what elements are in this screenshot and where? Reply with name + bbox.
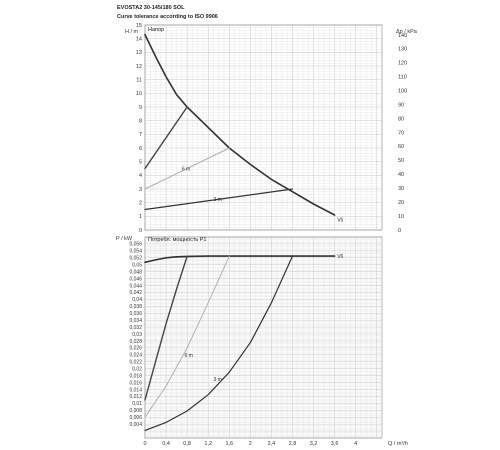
series-6m-line <box>144 147 230 190</box>
y-tick-label: 0,012 <box>129 394 142 400</box>
y2-tick-label: 90 <box>398 102 404 108</box>
y-tick-label: 0,042 <box>129 290 142 296</box>
y2-tick-label: 10 <box>398 214 404 220</box>
y-tick-label: 0,02 <box>132 366 142 372</box>
y-tick-label: 0,044 <box>129 283 142 289</box>
y-tick-label: 0,05 <box>132 263 142 269</box>
y2-tick-label: 20 <box>398 200 404 206</box>
series-v6-line <box>144 33 336 216</box>
y2-tick-label: 0 <box>398 228 401 234</box>
series-v6-line <box>144 255 336 264</box>
y-tick-label: 0 <box>139 228 142 234</box>
series-3m-line <box>144 188 294 211</box>
y-tick-label: 11 <box>136 77 142 83</box>
y2-tick-label: 70 <box>398 130 404 136</box>
y-tick-label: 0,024 <box>129 353 142 359</box>
y2-tick-label: 130 <box>398 47 407 53</box>
x-tick-label: 0,8 <box>183 441 191 447</box>
plot-frame-head <box>144 24 383 231</box>
y-tick-label: 0,01 <box>132 401 142 407</box>
y2-tick-label: 80 <box>398 116 404 122</box>
panel-title: Напор <box>148 27 164 33</box>
y-tick-label: 0,016 <box>129 380 142 386</box>
x-tick-label: 3,2 <box>310 441 318 447</box>
x-tick-label: 1,6 <box>225 441 233 447</box>
y-tick-label: 9 <box>139 105 142 111</box>
series-v6-label: V6 <box>337 254 343 260</box>
y-tick-label: 0,054 <box>129 249 142 255</box>
y-tick-label: 0,048 <box>129 269 142 275</box>
y-tick-label: 13 <box>136 50 142 56</box>
x-tick-label: 3,6 <box>331 441 339 447</box>
series-3m-label: 3 m <box>213 197 221 203</box>
x-tick-label: 0 <box>143 441 146 447</box>
y-tick-label: 0,006 <box>129 415 142 421</box>
y-tick-label: 14 <box>136 36 142 42</box>
y-tick-label: 0,038 <box>129 304 142 310</box>
y2-tick-label: 40 <box>398 172 404 178</box>
y-tick-label: 0,046 <box>129 276 142 282</box>
y-tick-label: 0,026 <box>129 346 142 352</box>
y-tick-label: 6 <box>139 146 142 152</box>
series-3m-label: 3 m <box>213 377 221 383</box>
y-tick-label: 0,022 <box>129 360 142 366</box>
x-tick-label: 1,2 <box>204 441 212 447</box>
y-tick-label: 1 <box>139 214 142 220</box>
y-tick-label: 0,056 <box>129 242 142 248</box>
x-tick-label: 2 <box>249 441 252 447</box>
x-tick-label: 0,4 <box>162 441 170 447</box>
y-tick-label: 0,018 <box>129 373 142 379</box>
y-tick-label: 3 <box>139 187 142 193</box>
y2-tick-label: 60 <box>398 144 404 150</box>
y-tick-label: 10 <box>136 91 142 97</box>
series-6m-label: 6 m <box>185 353 193 359</box>
y2-axis-label: Δp / kPa <box>396 29 418 35</box>
chart-subtitle: Curve tolerance according to ISO 9906 <box>117 14 218 20</box>
series-6m-label: 6 m <box>182 167 190 173</box>
y-tick-label: 0,04 <box>132 297 142 303</box>
series-max-limit-line <box>144 255 188 401</box>
y2-tick-label: 140 <box>398 33 407 39</box>
y-tick-label: 0,004 <box>129 422 142 428</box>
y-tick-label: 0,008 <box>129 408 142 414</box>
y-tick-label: 0,052 <box>129 256 142 262</box>
y-tick-label: 2 <box>139 200 142 206</box>
y-tick-label: 0,014 <box>129 387 142 393</box>
y-tick-label: 8 <box>139 118 142 124</box>
y-tick-label: 0,028 <box>129 339 142 345</box>
y-tick-label: 0,032 <box>129 325 142 331</box>
series-max-limit-line <box>144 106 188 170</box>
y2-tick-label: 120 <box>398 61 407 67</box>
y2-tick-label: 100 <box>398 88 407 94</box>
y-tick-label: 0,036 <box>129 311 142 317</box>
plot-frame-power <box>144 236 383 439</box>
series-v6-label: V6 <box>337 218 343 224</box>
y-tick-label: 7 <box>139 132 142 138</box>
x-tick-label: 2,8 <box>289 441 297 447</box>
panel-title: Потребл. мощность P1 <box>148 237 207 243</box>
y-tick-label: 0,03 <box>132 332 142 338</box>
y-tick-label: 0,034 <box>129 318 142 324</box>
y2-tick-label: 110 <box>398 75 407 81</box>
y-tick-label: 5 <box>139 159 142 165</box>
x-tick-label: 4 <box>354 441 357 447</box>
y-tick-label: 12 <box>136 64 142 70</box>
x-tick-label: 2,4 <box>268 441 276 447</box>
series-3m-line <box>144 255 294 431</box>
y-axis-label: P / kW <box>116 236 133 242</box>
chart-title: EVOSTA2 30-145/180 SOL <box>117 5 185 11</box>
series-6m-line <box>144 255 230 418</box>
y2-tick-label: 30 <box>398 186 404 192</box>
y-tick-label: 15 <box>136 23 142 29</box>
y-axis-label: H / m <box>125 29 139 35</box>
x-axis-label: Q / m³/h <box>388 441 408 447</box>
y2-tick-label: 50 <box>398 158 404 164</box>
y-tick-label: 4 <box>139 173 142 179</box>
